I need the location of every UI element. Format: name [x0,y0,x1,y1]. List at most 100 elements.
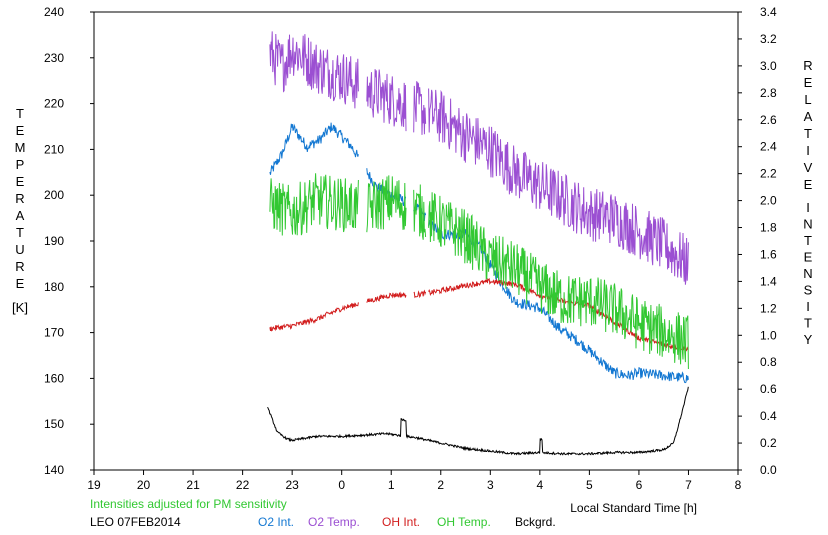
right-label-letter: V [804,160,813,175]
legend-oh-int: OH Int. [382,515,421,529]
right-tick-label: 2.4 [760,140,777,154]
left-label-letter: R [15,191,24,206]
x-axis-label: Local Standard Time [h] [570,501,697,515]
left-label-letter: E [16,123,25,138]
station-date-label: LEO 07FEB2014 [90,515,181,529]
left-axis-ticks: 140 150 160 170 180 190 200 210 220 230 240 [44,5,94,477]
right-tick-label: 0.6 [760,382,777,396]
left-tick-label: 180 [44,280,64,294]
right-label-letter: I [806,299,810,314]
series-line-oh-int [413,289,427,299]
series-line-oh-temp [413,184,427,240]
x-tick-label: 7 [685,478,692,492]
left-label-letter: E [16,174,25,189]
right-tick-label: 1.2 [760,301,777,315]
right-tick-label: 3.4 [760,5,777,19]
left-tick-label: 150 [44,417,64,431]
right-tick-label: 0.0 [760,463,777,477]
series-line-oh-temp [366,175,407,233]
right-label-letter: T [804,316,812,331]
left-label-letter: E [16,276,25,291]
right-label-letter: N [803,217,812,232]
left-tick-label: 160 [44,371,64,385]
left-tick-label: 190 [44,234,64,248]
left-label-letter: R [15,259,24,274]
right-tick-label: 3.2 [760,32,777,46]
series-line-oh-int [269,302,359,332]
series-line-bckgrd [267,386,689,456]
series-line-oh-temp [428,192,689,370]
left-label-letter: U [15,242,24,257]
x-tick-label: 2 [437,478,444,492]
right-label-letter: E [804,250,813,265]
right-label-letter: E [804,177,813,192]
left-tick-label: 170 [44,326,64,340]
left-tick-label: 230 [44,51,64,65]
left-tick-label: 240 [44,5,64,19]
right-axis-ticks: 0.0 0.2 0.4 0.6 0.8 1.0 1.2 1.4 1.6 1.8 2.0 2.2 2.4 2… [738,5,777,477]
x-tick-label: 22 [236,478,250,492]
right-tick-label: 2.6 [760,113,777,127]
x-tick-label: 3 [487,478,494,492]
right-label-letter: E [804,75,813,90]
x-tick-label: 1 [388,478,395,492]
right-tick-label: 1.6 [760,247,777,261]
right-tick-label: 1.0 [760,328,777,342]
x-tick-label: 6 [636,478,643,492]
right-label-letter: A [804,109,813,124]
right-label-letter: I [806,200,810,215]
x-axis-ticks: 19 20 21 22 23 0 1 2 3 4 5 6 7 8 [87,470,742,492]
right-label-letter: L [804,92,811,107]
legend-o2-temp: O2 Temp. [308,515,360,529]
x-tick-label: 8 [735,478,742,492]
series-line-o2-temp [413,81,427,135]
left-axis-unit: [K] [12,300,28,315]
left-label-letter: A [16,208,25,223]
right-tick-label: 2.2 [760,167,777,181]
right-tick-label: 0.8 [760,355,777,369]
right-tick-label: 2.8 [760,86,777,100]
legend-bckgrd: Bckgrd. [515,515,556,529]
right-label-letter: N [803,266,812,281]
right-label-letter: S [804,283,813,298]
series-line-o2-int [269,122,359,175]
series-line-oh-temp [269,173,359,236]
left-tick-label: 200 [44,188,64,202]
right-tick-label: 2.0 [760,194,777,208]
x-tick-label: 23 [285,478,299,492]
left-label-letter: M [15,140,26,155]
x-tick-label: 20 [137,478,151,492]
x-tick-label: 4 [537,478,544,492]
legend-o2-int: O2 Int. [258,515,295,529]
left-tick-label: 220 [44,97,64,111]
right-label-letter: R [803,58,812,73]
x-tick-label: 0 [338,478,345,492]
x-tick-label: 19 [87,478,101,492]
left-label-letter: T [16,106,24,121]
left-tick-label: 210 [44,142,64,156]
series-line-oh-int [366,291,407,303]
left-tick-label: 140 [44,463,64,477]
pm-sensitivity-note: Intensities adjusted for PM sensitivity [90,497,287,511]
right-label-letter: Y [804,332,813,347]
x-tick-label: 21 [186,478,200,492]
right-label-letter: I [806,143,810,158]
legend-oh-temp: OH Temp. [437,515,491,529]
right-tick-label: 0.4 [760,409,777,423]
right-tick-label: 1.8 [760,221,777,235]
series-line-o2-temp [366,69,407,132]
left-label-letter: P [16,157,25,172]
right-tick-label: 1.4 [760,274,777,288]
right-tick-label: 0.2 [760,436,777,450]
right-label-letter: T [804,233,812,248]
series-line-o2-temp [269,31,359,109]
x-tick-label: 5 [586,478,593,492]
series-layer [267,31,689,456]
right-label-letter: T [804,126,812,141]
series-line-o2-temp [428,88,689,285]
left-label-letter: T [16,225,24,240]
right-tick-label: 3.0 [760,59,777,73]
